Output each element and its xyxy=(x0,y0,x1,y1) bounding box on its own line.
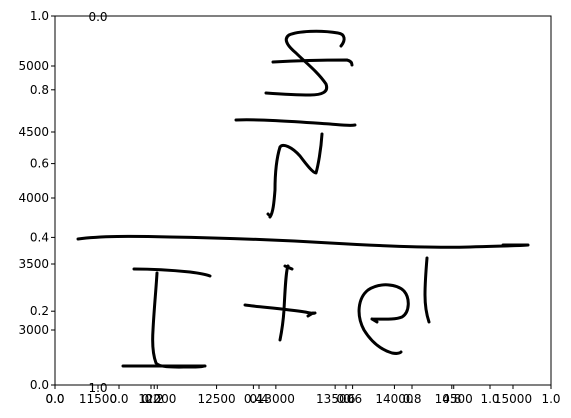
y-axis-ticks-secondary: 3000 3500 4000 4500 5000 xyxy=(18,59,55,337)
stroke-numerator-bar xyxy=(234,118,357,127)
tick-label: 0.8 xyxy=(402,392,421,406)
tick-label: 1.0 xyxy=(30,9,49,23)
x-axis-ticks-tertiary: 0.0 0.2 0.4 0.6 0.8 1.0 xyxy=(109,385,500,406)
tick-label: 0.8 xyxy=(442,392,461,406)
x-axis-ticks-primary: 0.0 0.2 0.4 0.6 0.8 1.0 xyxy=(45,385,561,406)
tick-label: 13500 xyxy=(316,392,354,406)
tick-label: 12500 xyxy=(197,392,235,406)
tick-label: 4500 xyxy=(18,125,49,139)
axes-frame xyxy=(54,15,552,386)
stroke-numerator-lower xyxy=(266,132,324,219)
tick-label: 15000 xyxy=(494,392,532,406)
tick-label: 0.6 xyxy=(343,392,362,406)
stroke-denominator-tail xyxy=(423,256,431,324)
tick-label: 0.0 xyxy=(45,392,64,406)
tick-label: 1.0 xyxy=(541,392,560,406)
tick-label: 13000 xyxy=(257,392,295,406)
tick-label: 12000 xyxy=(138,392,176,406)
tick-label: 0.6 xyxy=(336,392,355,406)
tick-label: 0.0 xyxy=(30,378,49,392)
tick-label: 0.8 xyxy=(30,83,49,97)
stroke-denominator-plus xyxy=(243,264,317,342)
tick-label: 0.6 xyxy=(30,157,49,171)
tick-label: 5000 xyxy=(18,59,49,73)
tick-label: 3500 xyxy=(18,257,49,271)
handwriting-strokes xyxy=(76,29,530,369)
tick-label: 0.4 xyxy=(30,230,49,244)
tick-label: 0.4 xyxy=(249,392,268,406)
stroke-numerator-top xyxy=(264,29,354,97)
tick-label: 0.0 xyxy=(45,392,64,406)
top-overflow-label: 0.0 xyxy=(88,10,107,24)
tick-label: 11500 xyxy=(79,392,117,406)
tick-label: 14500 xyxy=(435,392,473,406)
tick-label: 0.0 xyxy=(109,392,128,406)
tick-label: 0.2 xyxy=(141,392,160,406)
tick-label: 0.4 xyxy=(244,392,263,406)
tick-label: 3000 xyxy=(18,323,49,337)
tick-label: 0.2 xyxy=(145,392,164,406)
fraction-bar xyxy=(76,234,530,249)
tick-label: 14000 xyxy=(375,392,413,406)
stroke-denominator-I xyxy=(121,267,212,369)
stroke-denominator-e xyxy=(357,283,410,355)
tick-label: 4000 xyxy=(18,191,49,205)
x-axis-ticks-secondary: 0.0 11500 12000 12500 13000 13500 14000 14500 15… xyxy=(45,385,532,406)
tick-label: 0.2 xyxy=(30,304,49,318)
tick-label: 1.0 xyxy=(480,392,499,406)
y-axis-ticks-primary: 0.0 0.2 0.4 0.6 0.8 1.0 xyxy=(30,9,55,392)
